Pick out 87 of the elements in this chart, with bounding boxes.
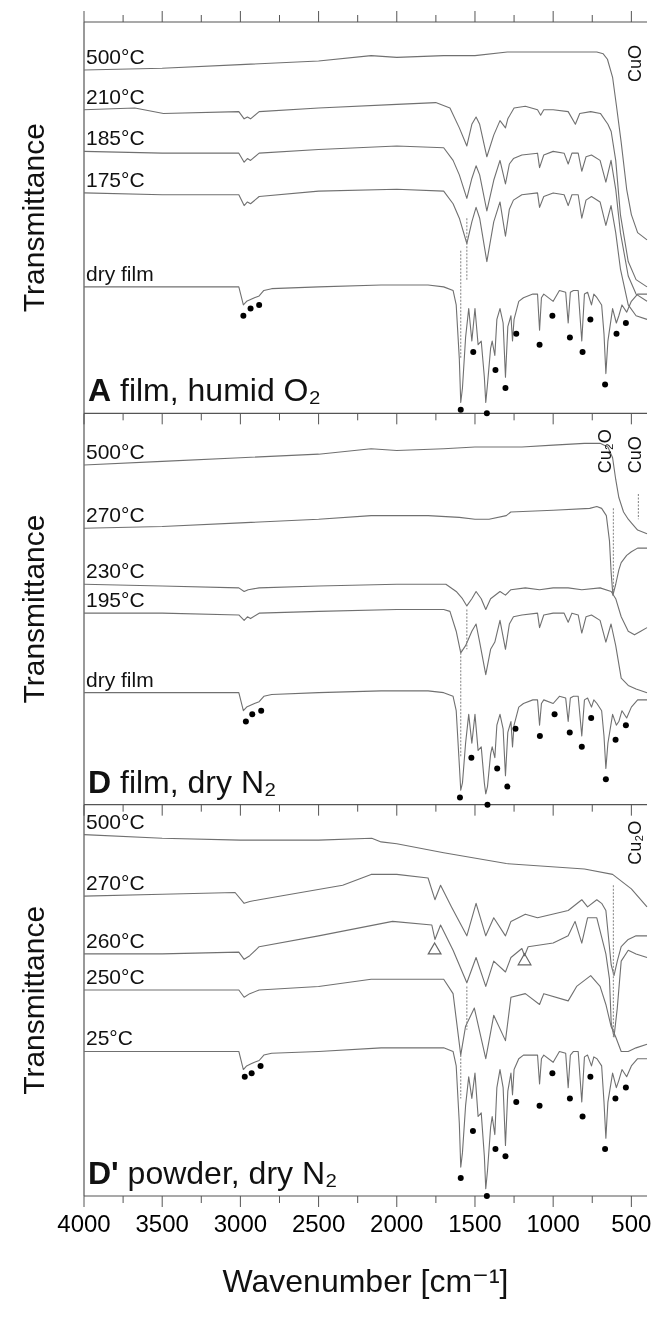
point [551, 711, 558, 718]
point [457, 1174, 464, 1181]
point [248, 1070, 255, 1077]
series-label: 250°C [86, 965, 145, 989]
point [566, 729, 573, 736]
point [240, 312, 247, 319]
y-axis-title: Transmittance [17, 123, 50, 313]
annotation: Cu₂O [625, 820, 645, 865]
point [622, 1084, 629, 1091]
point [242, 718, 249, 725]
point [469, 1127, 476, 1134]
point [587, 316, 594, 323]
point [513, 1099, 520, 1106]
point [536, 341, 543, 348]
point [612, 1095, 619, 1102]
point [536, 1102, 543, 1109]
point [602, 381, 609, 388]
series-label: 500°C [86, 440, 145, 464]
point [483, 1193, 490, 1199]
point [587, 1073, 594, 1080]
point [249, 711, 256, 718]
series-label: 270°C [86, 503, 145, 527]
point [256, 301, 263, 308]
point [457, 406, 464, 413]
x-tick-label: 2000 [370, 1210, 424, 1237]
point [613, 330, 620, 337]
point [468, 754, 475, 761]
point [512, 725, 519, 732]
x-tick-label: 3500 [135, 1210, 189, 1237]
point [602, 1146, 609, 1153]
series-label: 500°C [86, 809, 145, 833]
x-tick-label: 2500 [291, 1210, 346, 1237]
point [504, 783, 511, 790]
point [566, 1095, 573, 1102]
series-label: dry film [86, 261, 154, 285]
y-axis-title: Transmittance [17, 514, 50, 704]
series-label: dry film [86, 667, 154, 691]
point [241, 1073, 248, 1080]
y-axis-title: Transmittance [17, 905, 50, 1095]
series-label: 185°C [86, 126, 145, 150]
point [502, 1153, 509, 1160]
x-tick-label: 500 [611, 1210, 652, 1237]
point [536, 733, 543, 740]
text: D film, dry N₂ [88, 763, 277, 800]
point [484, 801, 491, 808]
point [579, 1113, 586, 1120]
point [513, 330, 520, 337]
point [622, 722, 629, 729]
point [492, 366, 499, 373]
point [549, 312, 556, 319]
series-label: 210°C [86, 84, 145, 108]
point [579, 348, 586, 355]
point [483, 410, 490, 417]
x-tick-label: 4000 [57, 1210, 111, 1237]
annotation: CuO [625, 44, 645, 82]
point [549, 1070, 556, 1077]
point [257, 1062, 264, 1069]
series-label: 25°C [86, 1026, 133, 1050]
x-axis-title: Wavenumber [cm⁻¹] [222, 1263, 509, 1299]
x-tick-label: 1000 [526, 1210, 580, 1237]
series-label: 230°C [86, 559, 145, 583]
point [456, 794, 463, 801]
point [588, 714, 595, 721]
series-label: 500°C [86, 45, 145, 69]
point [492, 1146, 499, 1153]
point [494, 765, 501, 772]
point [258, 707, 265, 714]
x-tick-label: 1500 [448, 1210, 502, 1237]
x-tick-label: 3000 [213, 1210, 268, 1237]
series-label: 270°C [86, 871, 145, 895]
series-label: 260°C [86, 928, 145, 952]
point [566, 334, 573, 341]
point [502, 385, 509, 392]
annotation: CuO [625, 436, 645, 474]
point [622, 320, 629, 326]
series-label: 175°C [86, 167, 145, 191]
annotation: Cu₂O [595, 429, 615, 474]
point [427, 942, 442, 955]
point [612, 736, 619, 743]
point [517, 953, 532, 966]
point [578, 743, 585, 750]
point [470, 348, 477, 355]
text: A film, humid O₂ [88, 372, 321, 409]
text: D' powder, dry N₂ [88, 1155, 338, 1191]
series-label: 195°C [86, 588, 145, 612]
point [602, 776, 609, 783]
point [247, 305, 254, 312]
